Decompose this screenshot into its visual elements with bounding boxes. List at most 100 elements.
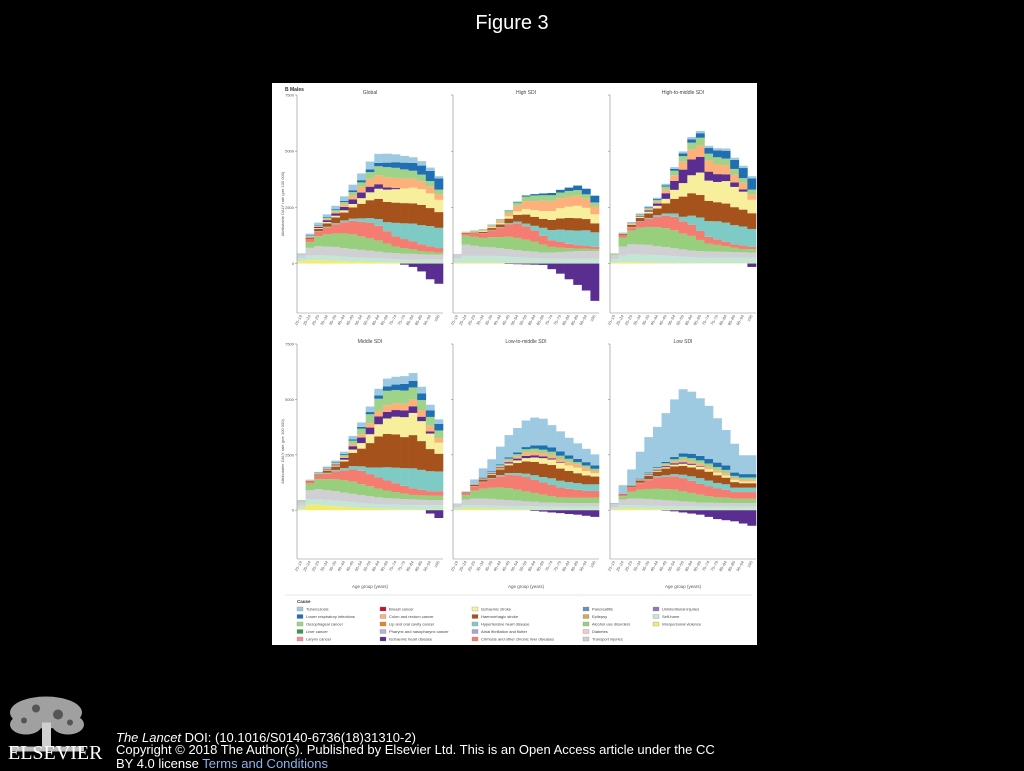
bar-segment <box>391 203 400 223</box>
bar-segment <box>496 467 505 468</box>
bar-segment <box>314 499 323 505</box>
bar-segment <box>653 255 662 262</box>
bar-negative-segment <box>590 264 599 301</box>
bar-segment <box>383 154 392 163</box>
bar-segment <box>539 450 548 453</box>
bar-segment <box>747 455 756 474</box>
legend-label: Ischaemic heart disease <box>389 637 433 642</box>
x-tick-label: 90–94 <box>578 313 588 326</box>
bar-segment <box>366 407 375 413</box>
bar-segment <box>539 228 548 236</box>
bar-segment <box>704 472 713 481</box>
bar-segment <box>434 510 443 511</box>
bar-segment <box>590 477 599 485</box>
bar-segment <box>366 414 375 423</box>
bar-segment <box>590 454 599 465</box>
bar-segment <box>696 467 705 470</box>
legend-swatch <box>297 607 303 611</box>
bar-segment <box>417 417 426 421</box>
y-tick-label: 2500 <box>285 205 295 210</box>
bar-segment <box>704 160 713 171</box>
bar-segment <box>426 226 435 246</box>
bar-segment <box>487 473 496 474</box>
bar-segment <box>314 236 323 246</box>
bar-segment <box>496 475 505 476</box>
x-tick-label: ≥95 <box>589 313 597 322</box>
bar-segment <box>391 236 400 246</box>
bar-segment <box>713 483 722 489</box>
bar-segment <box>505 257 514 263</box>
bar-segment <box>644 489 653 499</box>
x-tick-label: 90–94 <box>735 313 745 326</box>
bar-segment <box>496 221 505 223</box>
bar-segment <box>331 465 340 466</box>
bar-segment <box>662 186 671 189</box>
bar-segment <box>573 459 582 462</box>
bar-segment <box>496 500 505 506</box>
bar-segment <box>383 509 392 510</box>
bar-segment <box>547 503 556 507</box>
bar-segment <box>374 240 383 251</box>
bar-negative-segment <box>409 264 418 267</box>
bar-segment <box>331 461 340 463</box>
bar-segment <box>636 217 645 218</box>
bar-segment <box>565 259 574 263</box>
bar-segment <box>644 476 653 479</box>
bar-segment <box>565 191 574 197</box>
bar-segment <box>687 465 696 468</box>
bar-negative-segment <box>530 510 539 511</box>
bar-segment <box>349 441 358 444</box>
bar-segment <box>505 462 514 463</box>
bar-segment <box>636 509 645 511</box>
bar-segment <box>400 417 409 437</box>
bar-segment <box>426 260 435 263</box>
bar-segment <box>426 491 435 495</box>
bar-segment <box>479 238 488 247</box>
bar-segment <box>739 210 748 227</box>
bar-segment <box>462 508 471 510</box>
bar-segment <box>374 389 383 396</box>
bar-segment <box>610 504 619 507</box>
panel-title: Low SDI <box>674 339 693 345</box>
legend-swatch <box>380 615 386 619</box>
y-tick-label: 5000 <box>285 149 295 154</box>
bar-segment <box>687 149 696 159</box>
bar-segment <box>653 476 662 477</box>
bar-segment <box>539 445 548 449</box>
bar-segment <box>366 169 375 172</box>
bar-segment <box>653 472 662 476</box>
bar-segment <box>687 251 696 258</box>
bar-segment <box>547 458 556 459</box>
bar-segment <box>730 480 739 482</box>
bar-segment <box>462 491 471 492</box>
terms-link[interactable]: Terms and Conditions <box>202 756 328 771</box>
bar-segment <box>409 157 418 163</box>
bar-segment <box>679 221 688 233</box>
bar-segment <box>747 194 756 200</box>
bar-segment <box>530 480 539 493</box>
bar-segment <box>349 453 358 466</box>
bar-segment <box>704 237 713 244</box>
y-tick-label: 0 <box>292 261 295 266</box>
bar-segment <box>340 493 349 502</box>
bar-segment <box>374 175 383 184</box>
bar-segment <box>636 221 645 222</box>
bar-segment <box>522 258 531 263</box>
bar-segment <box>582 471 591 475</box>
bar-segment <box>374 497 383 504</box>
bar-segment <box>505 216 514 218</box>
bar-segment <box>417 189 426 205</box>
bar-segment <box>547 506 556 509</box>
bar-segment <box>487 478 496 479</box>
bar-segment <box>662 489 671 500</box>
bar-segment <box>653 509 662 510</box>
bar-segment <box>530 195 539 201</box>
bar-segment <box>653 469 662 470</box>
bar-segment <box>636 452 645 479</box>
bar-segment <box>400 239 409 248</box>
legend-label: Pancreatitis <box>592 607 613 612</box>
bar-segment <box>582 194 591 198</box>
bar-segment <box>627 262 636 263</box>
bar-segment <box>739 506 748 509</box>
bar-segment <box>644 227 653 245</box>
